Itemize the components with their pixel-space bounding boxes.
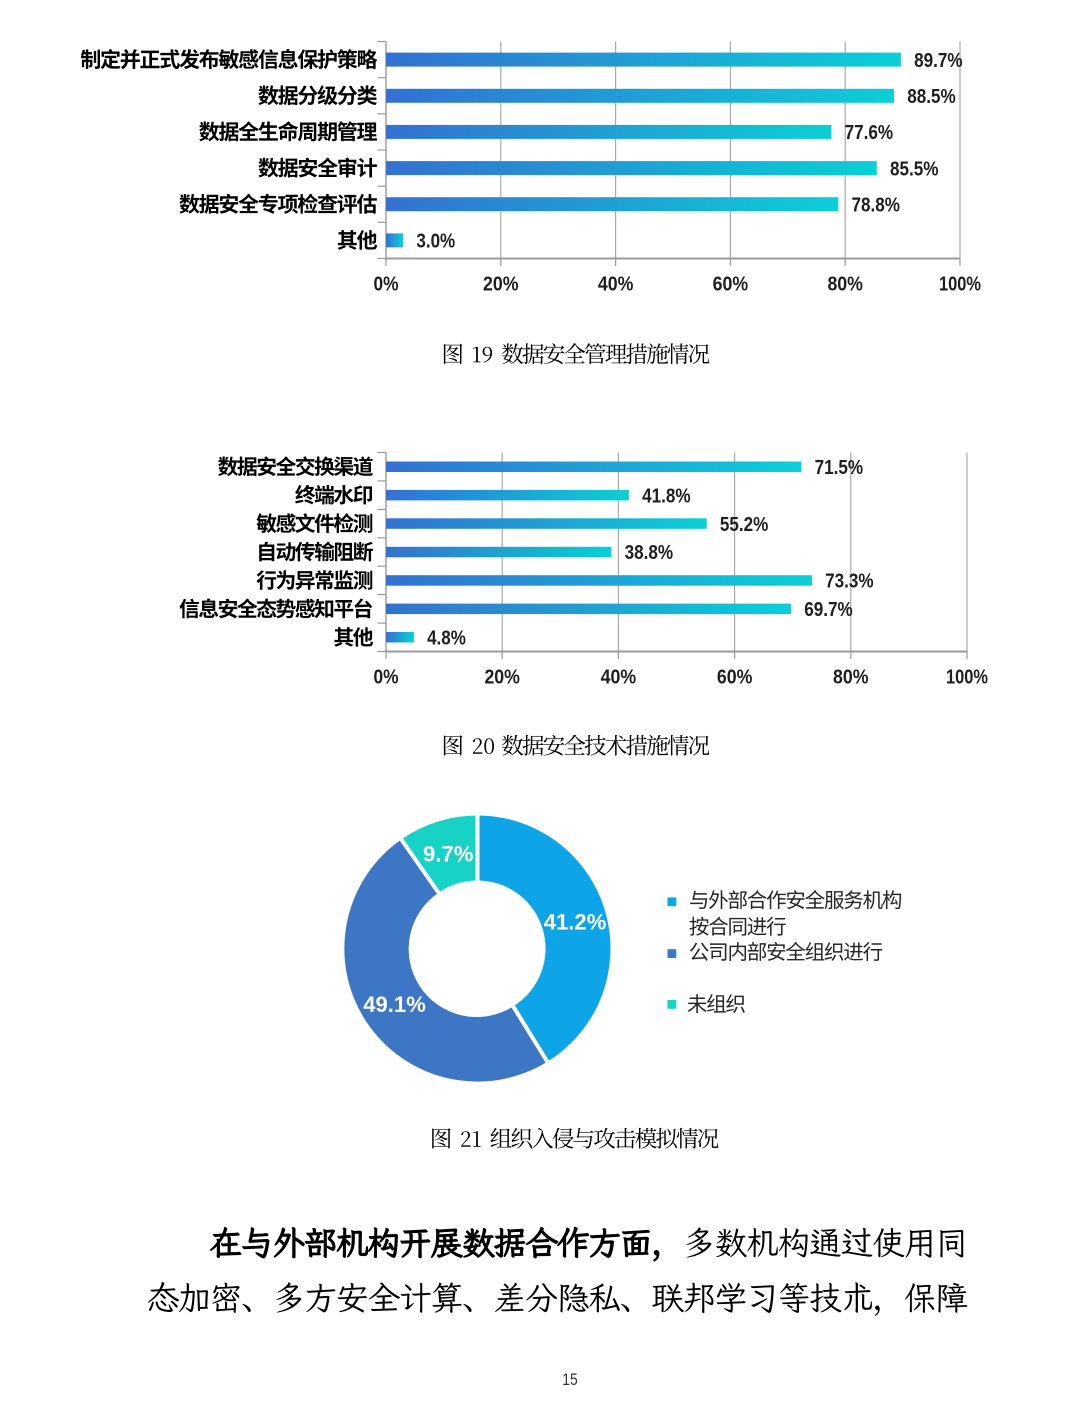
svg-text:4.8%: 4.8%	[427, 628, 466, 650]
svg-text:49.1%: 49.1%	[363, 992, 426, 1017]
svg-text:0%: 0%	[374, 667, 399, 689]
svg-text:20%: 20%	[484, 667, 520, 689]
svg-text:85.5%: 85.5%	[890, 158, 939, 180]
svg-text:40%: 40%	[598, 274, 634, 296]
svg-text:71.5%: 71.5%	[815, 457, 864, 479]
svg-text:69.7%: 69.7%	[804, 599, 853, 621]
svg-text:15: 15	[562, 1371, 578, 1389]
svg-text:88.5%: 88.5%	[907, 86, 956, 108]
svg-text:41.2%: 41.2%	[544, 910, 607, 935]
svg-text:40%: 40%	[601, 667, 637, 689]
svg-text:3.0%: 3.0%	[416, 231, 455, 253]
svg-text:89.7%: 89.7%	[914, 50, 963, 72]
svg-text:73.3%: 73.3%	[825, 571, 874, 593]
svg-text:55.2%: 55.2%	[720, 514, 769, 536]
svg-text:60%: 60%	[713, 274, 749, 296]
svg-text:77.6%: 77.6%	[845, 122, 894, 144]
svg-text:80%: 80%	[827, 274, 863, 296]
svg-text:20%: 20%	[483, 274, 519, 296]
svg-text:9.7%: 9.7%	[423, 842, 474, 867]
svg-text:100%: 100%	[939, 274, 981, 296]
svg-text:38.8%: 38.8%	[625, 542, 674, 564]
svg-text:60%: 60%	[717, 667, 753, 689]
svg-text:0%: 0%	[374, 274, 399, 296]
svg-text:80%: 80%	[833, 667, 869, 689]
svg-text:100%: 100%	[946, 667, 988, 689]
svg-text:78.8%: 78.8%	[852, 194, 901, 216]
svg-text:41.8%: 41.8%	[642, 485, 691, 507]
